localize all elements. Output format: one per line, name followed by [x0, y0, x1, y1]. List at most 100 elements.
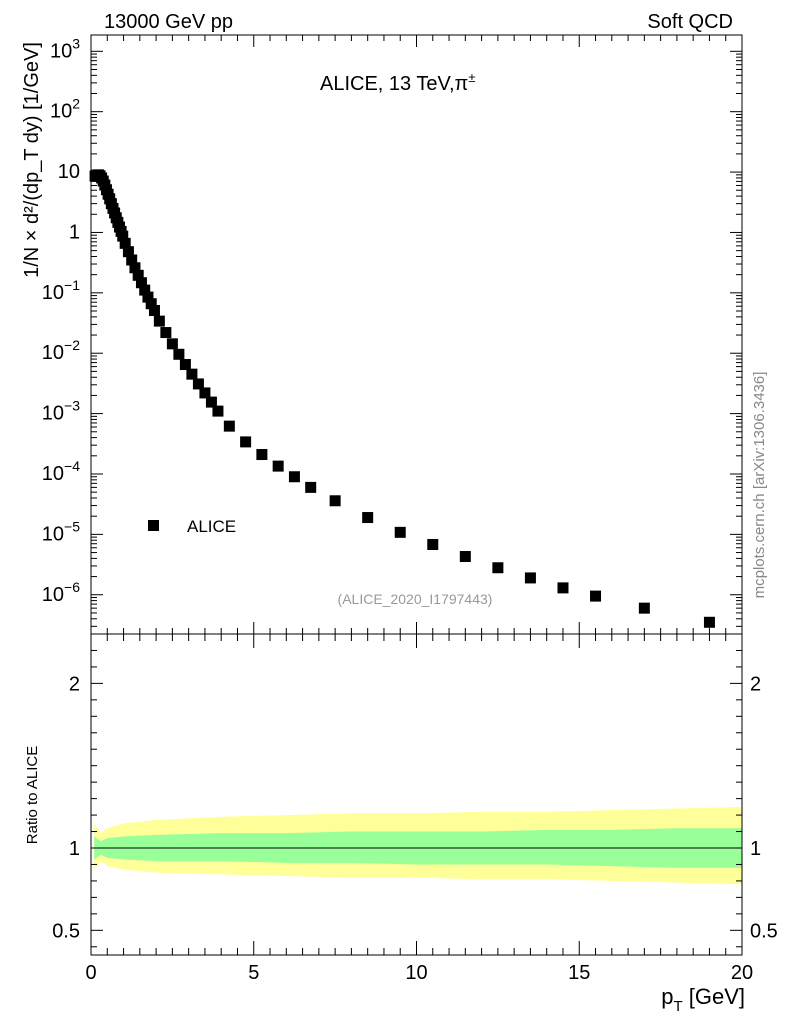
data-point [145, 298, 157, 310]
x-axis-label-sub: T [673, 998, 682, 1015]
main-y-tick-label-base: 1 [69, 221, 80, 243]
data-point [638, 602, 650, 614]
ratio-plot-frame [90, 633, 743, 956]
data-point [199, 387, 211, 399]
legend-marker-alice [148, 520, 159, 531]
data-point [186, 368, 198, 380]
data-point [117, 230, 129, 242]
data-point [394, 526, 406, 538]
main-y-tick-label-exp: −3 [64, 398, 80, 414]
main-y-tick-label-base: 10 [50, 101, 72, 123]
main-y-tick-label: 103 [50, 35, 80, 62]
data-point [122, 246, 134, 258]
data-point [272, 460, 284, 472]
ratio-y-axis-label: Ratio to ALICE [24, 746, 41, 844]
main-y-tick-label: 10 [58, 161, 80, 183]
main-y-tick-label-exp: −2 [64, 337, 80, 353]
main-y-tick-label-exp: −1 [64, 277, 80, 293]
x-tick-labels: 0 5 10 15 20 [85, 962, 753, 984]
ratio-y-tick-label: 2 [69, 673, 80, 695]
main-y-tick-label: 1 [69, 221, 80, 243]
main-y-axis-label: 1/N × d²/(dp_T dy) [1/GeV] [21, 42, 43, 278]
data-point [119, 237, 131, 249]
main-title-text: ALICE, 13 TeV,π [320, 73, 468, 95]
data-point [132, 269, 144, 281]
data-point [135, 277, 147, 289]
main-y-tick-label-exp: −5 [64, 518, 80, 534]
main-title-superscript: ± [468, 70, 475, 85]
x-axis-label: pT [GeV] [661, 984, 745, 1015]
legend: ALICE [148, 517, 236, 536]
side-label: mcplots.cern.ch [arXiv:1306.3436] [751, 372, 768, 599]
main-y-tick-label-base: 10 [42, 282, 64, 304]
data-point [492, 562, 504, 574]
main-y-tick-label-base: 10 [42, 463, 64, 485]
data-point [212, 405, 224, 417]
main-y-tick-label-base: 10 [42, 584, 64, 606]
data-point [288, 471, 300, 483]
data-point [427, 538, 439, 550]
main-y-tick-label-base: 10 [50, 40, 72, 62]
main-y-tick-label-exp: 2 [72, 96, 80, 112]
main-y-tick-label: 10−4 [42, 458, 80, 485]
data-point [148, 304, 160, 316]
ratio-y-tick-label-right: 1 [750, 838, 761, 860]
ratio-panel: 0.5 0.5 1 1 2 2 0 5 10 15 20 Ratio to ALICE pT [G… [24, 633, 778, 1015]
ratio-axis-ticks [90, 633, 743, 955]
main-y-tick-label-exp: −6 [64, 579, 80, 595]
x-tick-label: 10 [405, 962, 427, 984]
main-y-tick-label-base: 10 [42, 342, 64, 364]
data-point [129, 262, 141, 274]
data-point [256, 449, 268, 461]
data-point [179, 359, 191, 371]
x-tick-label: 5 [248, 962, 259, 984]
main-y-tick-label-base: 10 [58, 161, 80, 183]
data-point [524, 572, 536, 584]
data-point [362, 512, 374, 524]
data-point [590, 590, 602, 602]
data-point [240, 436, 252, 448]
main-axis-ticks [90, 35, 743, 634]
ratio-y-tick-label: 0.5 [52, 920, 80, 942]
data-point [703, 616, 715, 628]
header-right: Soft QCD [647, 11, 733, 33]
main-y-tick-label-base: 10 [42, 523, 64, 545]
data-point [139, 284, 151, 296]
ratio-y-tick-label-right: 2 [750, 673, 761, 695]
data-point [459, 551, 471, 563]
main-y-tick-label: 102 [50, 96, 80, 123]
data-point [153, 315, 165, 327]
ratio-y-tick-label-right: 0.5 [750, 920, 778, 942]
main-y-tick-label: 10−5 [42, 518, 80, 545]
x-tick-label: 15 [568, 962, 590, 984]
ratio-y-tick-labels: 0.5 0.5 1 1 2 2 [52, 673, 778, 942]
data-point [223, 420, 235, 432]
main-y-tick-label: 10−6 [42, 579, 80, 606]
x-axis-label-p: p [661, 984, 673, 1009]
data-point [305, 481, 317, 493]
x-tick-label: 0 [85, 962, 96, 984]
data-point [142, 291, 154, 303]
data-point [173, 348, 185, 360]
x-tick-label: 20 [731, 962, 753, 984]
main-y-tick-label-exp: 3 [72, 35, 80, 51]
x-axis-label-unit: [GeV] [683, 984, 745, 1009]
main-title: ALICE, 13 TeV,π± [320, 70, 475, 95]
main-y-tick-label: 10−1 [42, 277, 80, 304]
main-y-tick-label-base: 10 [42, 403, 64, 425]
data-point [557, 582, 569, 594]
data-points [89, 169, 715, 628]
main-plot-frame [90, 34, 743, 635]
data-point [160, 327, 172, 339]
data-point [192, 378, 204, 390]
ratio-uncertainty-bands [94, 806, 742, 885]
analysis-tag: (ALICE_2020_I1797443) [338, 591, 493, 607]
ratio-y-tick-label: 1 [69, 838, 80, 860]
data-point [329, 495, 341, 507]
legend-label-alice: ALICE [187, 517, 236, 536]
data-point [166, 338, 178, 350]
data-point [205, 396, 217, 408]
